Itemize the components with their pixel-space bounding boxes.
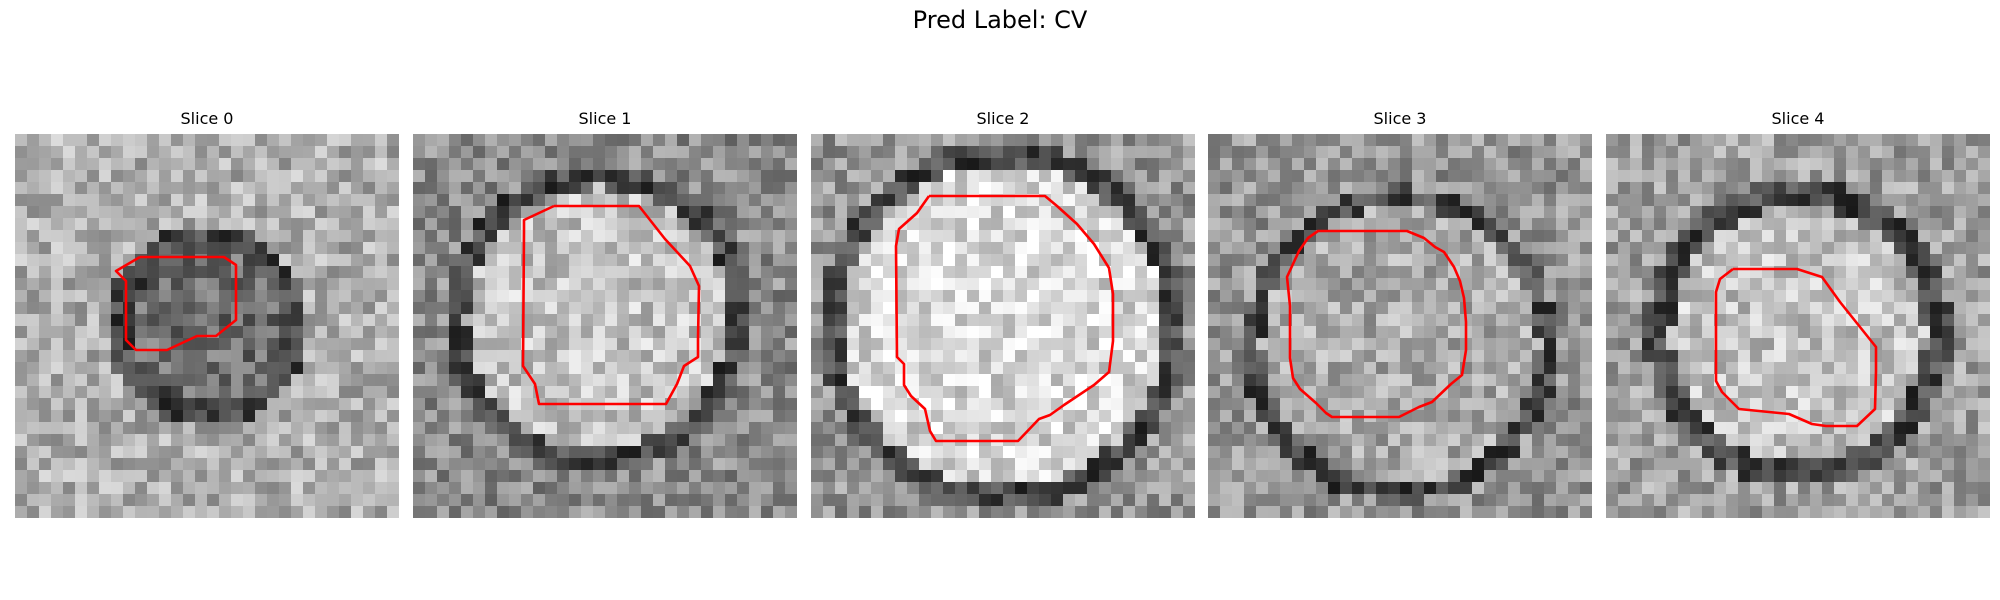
slice-4-image	[1606, 134, 1990, 518]
slice-1-image	[413, 134, 797, 518]
slice-1-title: Slice 1	[578, 109, 632, 128]
figure-title: Pred Label: CV	[912, 6, 1088, 34]
slice-2-image	[811, 134, 1195, 518]
slice-2-contour	[894, 194, 1115, 443]
slice-0-image	[15, 134, 399, 518]
slice-4-contour	[1714, 267, 1878, 428]
slice-3-image	[1208, 134, 1592, 518]
slice-2-grayscale-pixels	[811, 134, 1195, 518]
slice-1-contour	[521, 204, 701, 406]
slice-0-title: Slice 0	[180, 109, 234, 128]
slice-4-title: Slice 4	[1771, 109, 1825, 128]
slice-0-grayscale-pixels	[15, 134, 399, 518]
slice-3-grayscale-pixels	[1208, 134, 1592, 518]
slice-3-contour	[1285, 229, 1468, 419]
slice-3-title: Slice 3	[1373, 109, 1427, 128]
slice-4-grayscale-pixels	[1606, 134, 1990, 518]
slice-2-title: Slice 2	[976, 109, 1030, 128]
slice-0-contour	[114, 255, 238, 352]
slice-1-grayscale-pixels	[413, 134, 797, 518]
